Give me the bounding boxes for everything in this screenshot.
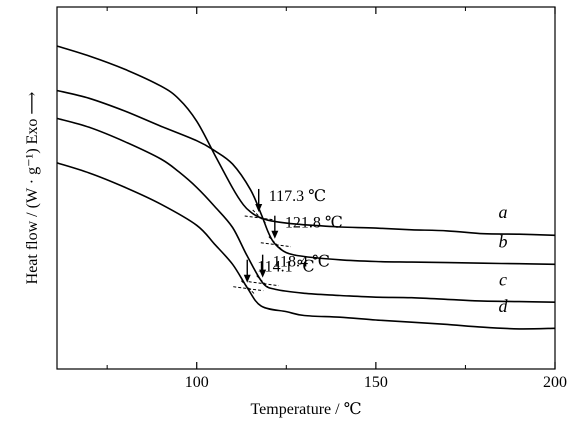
onset-arrowhead-d <box>243 274 251 283</box>
curve-label-c: c <box>499 269 507 289</box>
tangent-dash-d <box>240 280 256 296</box>
onset-arrowhead-a <box>255 203 263 212</box>
series-layer <box>56 45 556 330</box>
curve-label-b: b <box>499 231 508 251</box>
onset-label-b: 121.8 ℃ <box>285 215 343 232</box>
series-line-c <box>56 117 556 303</box>
x-tick-label: 150 <box>364 374 388 391</box>
tangent-dash-c <box>248 281 279 287</box>
series-line-b <box>56 89 556 266</box>
x-tick-label: 100 <box>185 374 209 391</box>
tangent-dash-d <box>233 286 264 292</box>
tangent-dash-c <box>256 275 272 291</box>
series-line-a <box>56 45 556 237</box>
series-line-d <box>56 162 556 330</box>
onset-label-d: 114.1 ℃ <box>257 259 314 276</box>
tangent-dash-a <box>252 209 268 225</box>
onset-arrowhead-b <box>271 230 279 239</box>
tangent-dash-b <box>268 236 284 252</box>
x-axis-label: Temperature / ℃ <box>251 401 362 418</box>
y-axis-label: Heat flow / (W · g⁻¹) Exo ⟶ <box>24 92 41 285</box>
tick-marks <box>106 7 556 369</box>
tangent-dash-a <box>244 215 275 221</box>
tangent-dash-b <box>260 242 291 248</box>
onset-label-a: 117.3 ℃ <box>269 188 326 205</box>
x-tick-label: 200 <box>543 374 567 391</box>
onset-arrowhead-c <box>259 269 267 278</box>
x-tick-labels: 100 150 200 <box>185 374 567 391</box>
onset-label-c: 118.4 ℃ <box>273 254 330 271</box>
curve-label-a: a <box>499 202 508 222</box>
curve-label-d: d <box>499 296 509 316</box>
plot-frame <box>56 6 556 370</box>
